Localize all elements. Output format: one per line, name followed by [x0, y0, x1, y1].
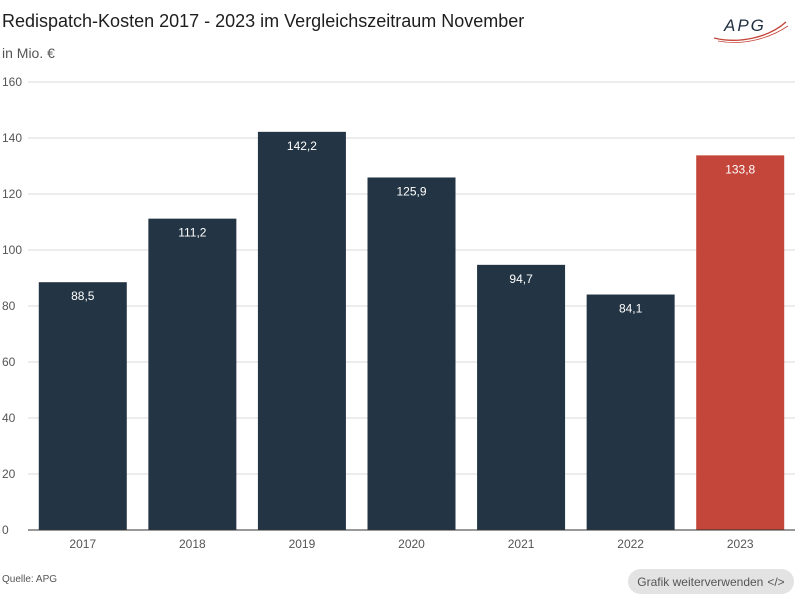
data-label-2021: 94,7	[509, 272, 533, 286]
y-tick-label: 160	[2, 75, 22, 89]
y-tick-label: 20	[2, 467, 16, 481]
x-tick-label: 2019	[289, 537, 316, 551]
x-tick-label: 2018	[179, 537, 206, 551]
y-tick-label: 60	[2, 355, 16, 369]
y-tick-label: 40	[2, 411, 16, 425]
data-label-2019: 142,2	[287, 139, 317, 153]
x-tick-label: 2021	[508, 537, 535, 551]
data-label-2018: 111,2	[178, 226, 207, 240]
reuse-label: Grafik weiterverwenden	[637, 574, 764, 589]
code-icon: </>	[767, 574, 785, 589]
logo-swoosh-icon	[713, 21, 789, 43]
x-tick-label: 2020	[398, 537, 425, 551]
y-tick-label: 80	[2, 299, 16, 313]
x-axis-ticks: 2017 2018 2019 2020 2021 2022 2023	[69, 537, 753, 551]
y-tick-label: 120	[2, 187, 22, 201]
bar-2023	[696, 155, 785, 531]
bar-chart: 0 20 40 60 80 100 120 140 160 88,5 111,2 142,2 125,…	[2, 75, 795, 551]
bar-2018	[148, 218, 237, 530]
source-note: Quelle: APG	[2, 574, 58, 585]
chart-title: Redispatch-Kosten 2017 - 2023 im Verglei…	[2, 11, 525, 31]
x-tick-label: 2017	[69, 537, 96, 551]
reuse-graphic-button[interactable]: Grafik weiterverwenden </>	[628, 569, 794, 594]
apg-logo: APG	[708, 8, 790, 48]
bar-2020	[367, 177, 456, 530]
data-label-2022: 84,1	[619, 302, 643, 316]
bars	[38, 131, 785, 531]
logo-text: APG	[724, 16, 766, 35]
y-tick-label: 100	[2, 243, 22, 257]
y-tick-label: 140	[2, 131, 22, 145]
bar-2019	[257, 131, 346, 530]
data-label-2023: 133,8	[725, 162, 755, 176]
x-tick-label: 2022	[617, 537, 644, 551]
bar-2022	[586, 294, 675, 530]
bar-2021	[477, 264, 566, 530]
unit-label: in Mio. €	[2, 45, 55, 61]
y-axis-ticks: 0 20 40 60 80 100 120 140 160	[2, 75, 22, 537]
y-tick-label: 0	[2, 523, 9, 537]
x-tick-label: 2023	[727, 537, 754, 551]
data-label-2020: 125,9	[396, 184, 426, 198]
data-labels: 88,5 111,2 142,2 125,9 94,7 84,1 133,8	[71, 139, 755, 316]
bar-2017	[38, 282, 127, 530]
data-label-2017: 88,5	[71, 289, 95, 303]
